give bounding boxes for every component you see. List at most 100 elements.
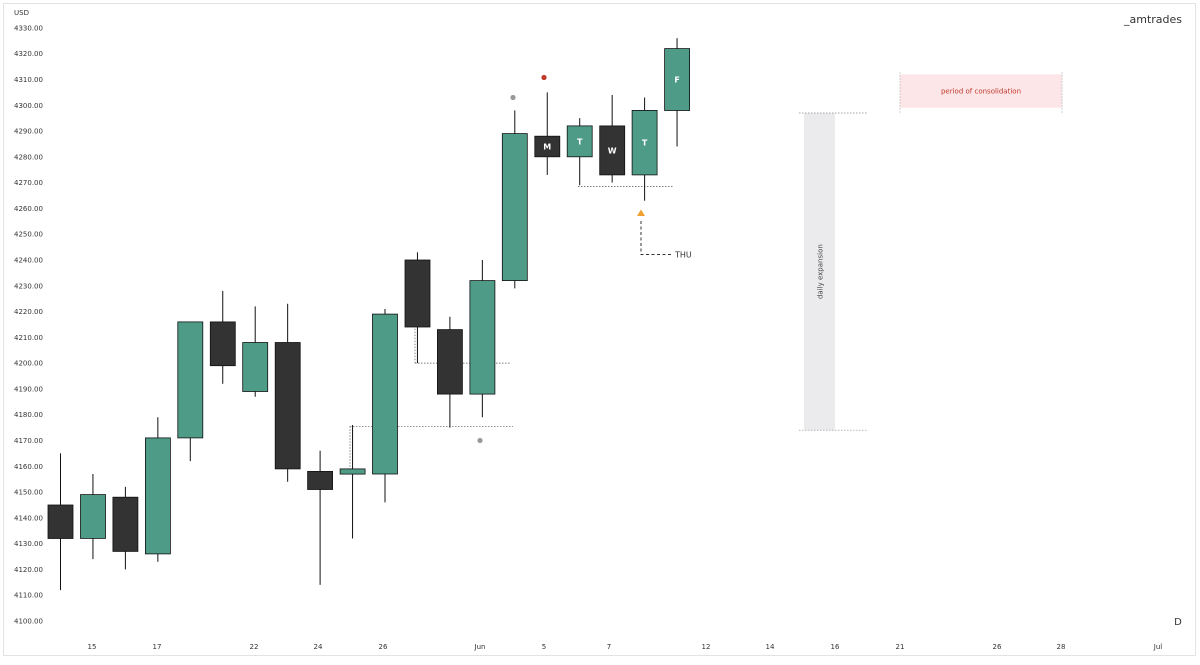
candle-body: [372, 313, 398, 475]
y-tick-label: 4200.00: [14, 360, 43, 368]
candle-body: [80, 494, 106, 539]
candle: [404, 252, 431, 364]
thu-pointer-line: [640, 221, 671, 255]
candle-body: [599, 125, 626, 176]
x-tick-label: 12: [702, 643, 711, 651]
x-tick-label: 26: [379, 643, 388, 651]
candle-day-label: M: [543, 143, 551, 152]
candles: M T W T F: [47, 38, 690, 591]
candle-body: [242, 342, 269, 392]
candle: [112, 486, 139, 570]
y-tick-label: 4180.00: [14, 411, 43, 419]
candle-body: [177, 321, 204, 439]
x-tick-label: 21: [896, 643, 905, 651]
watermark-text: _amtrades: [1123, 13, 1182, 26]
y-tick-label: 4110.00: [14, 592, 43, 600]
candle-body: [404, 259, 431, 328]
candle: [242, 306, 269, 397]
candle: [436, 316, 463, 428]
candle-day-label: T: [642, 139, 648, 148]
y-tick-label: 4260.00: [14, 205, 43, 213]
candle: [177, 321, 204, 462]
y-tick-label: 4140.00: [14, 514, 43, 522]
x-tick-label: 7: [607, 643, 611, 651]
candle: [47, 453, 74, 591]
interval-label: D: [1174, 617, 1182, 628]
y-tick-label: 4130.00: [14, 540, 43, 548]
red-dot-marker: [541, 74, 547, 81]
thu-label: THU: [674, 251, 692, 260]
candle: T: [566, 118, 593, 186]
candle: [469, 260, 496, 418]
candle-body: [566, 125, 593, 158]
candle-body: [47, 504, 74, 539]
x-tick-label: 15: [88, 643, 97, 651]
x-tick-label: 24: [314, 643, 323, 651]
candle-body: [631, 110, 658, 176]
candle: [144, 417, 171, 562]
daily-expansion-label: daily expansion: [817, 244, 825, 299]
consolidation-label: period of consolidation: [941, 88, 1021, 96]
x-tick-label: 5: [542, 643, 546, 651]
candle: T: [631, 97, 658, 201]
candle-body: [501, 133, 528, 282]
y-tick-label: 4250.00: [14, 231, 43, 239]
y-axis-unit-label: USD: [14, 9, 29, 17]
x-tick-label: 22: [250, 643, 259, 651]
candle: [80, 474, 106, 560]
daily-expansion-zone: [804, 113, 835, 431]
gray-dot-marker: [510, 94, 516, 101]
candle-body: [307, 470, 334, 490]
candle: [307, 450, 334, 585]
y-tick-label: 4240.00: [14, 257, 43, 265]
x-axis: 15 17 22 24 26 Jun 5 7 12 14 16 21 26 28 Jul: [88, 643, 1163, 651]
candle: [274, 303, 301, 482]
candle-body: [144, 437, 171, 555]
candle-body: [274, 342, 301, 470]
orange-triangle-marker: [637, 209, 645, 216]
x-tick-label: 17: [153, 643, 162, 651]
y-tick-label: 4310.00: [14, 76, 43, 84]
y-tick-label: 4100.00: [14, 618, 43, 626]
candle: M: [534, 92, 561, 175]
candle-day-label: T: [577, 137, 583, 146]
y-tick-label: 4300.00: [14, 102, 43, 110]
y-tick-label: 4280.00: [14, 153, 43, 161]
x-tick-label: 16: [831, 643, 840, 651]
candle: [501, 110, 528, 289]
y-tick-label: 4330.00: [14, 24, 43, 32]
consolidation-zone: [900, 74, 1062, 108]
y-tick-label: 4190.00: [14, 385, 43, 393]
candle-body: [436, 329, 463, 395]
candle-day-label: W: [608, 146, 617, 155]
y-tick-label: 4290.00: [14, 128, 43, 136]
x-tick-label: Jul: [1153, 643, 1163, 651]
annotation-zones: daily expansion period of consolidation: [349, 72, 1063, 469]
candle-body: [534, 135, 561, 158]
candle-body: [209, 321, 236, 367]
candle-body: [664, 48, 690, 111]
x-tick-label: Jun: [474, 643, 486, 651]
y-tick-label: 4210.00: [14, 334, 43, 342]
y-tick-label: 4220.00: [14, 308, 43, 316]
candle-body: [339, 468, 366, 475]
y-tick-label: 4120.00: [14, 566, 43, 574]
annotation-overlays: THU: [477, 74, 692, 444]
candle-day-label: F: [674, 76, 679, 85]
candle: [372, 309, 398, 503]
y-tick-label: 4170.00: [14, 437, 43, 445]
y-tick-label: 4320.00: [14, 50, 43, 58]
y-tick-label: 4150.00: [14, 489, 43, 497]
x-tick-label: 28: [1057, 643, 1066, 651]
y-tick-label: 4230.00: [14, 282, 43, 290]
x-tick-label: 14: [766, 643, 775, 651]
y-axis: 4100.00 4110.00 4120.00 4130.00 4140.00 4150.…: [14, 24, 43, 625]
candle-body: [112, 496, 139, 552]
candle: W: [599, 95, 626, 183]
x-tick-label: 26: [993, 643, 1002, 651]
y-tick-label: 4270.00: [14, 179, 43, 187]
candle: F: [664, 38, 690, 147]
gray-dot-marker: [477, 437, 483, 444]
